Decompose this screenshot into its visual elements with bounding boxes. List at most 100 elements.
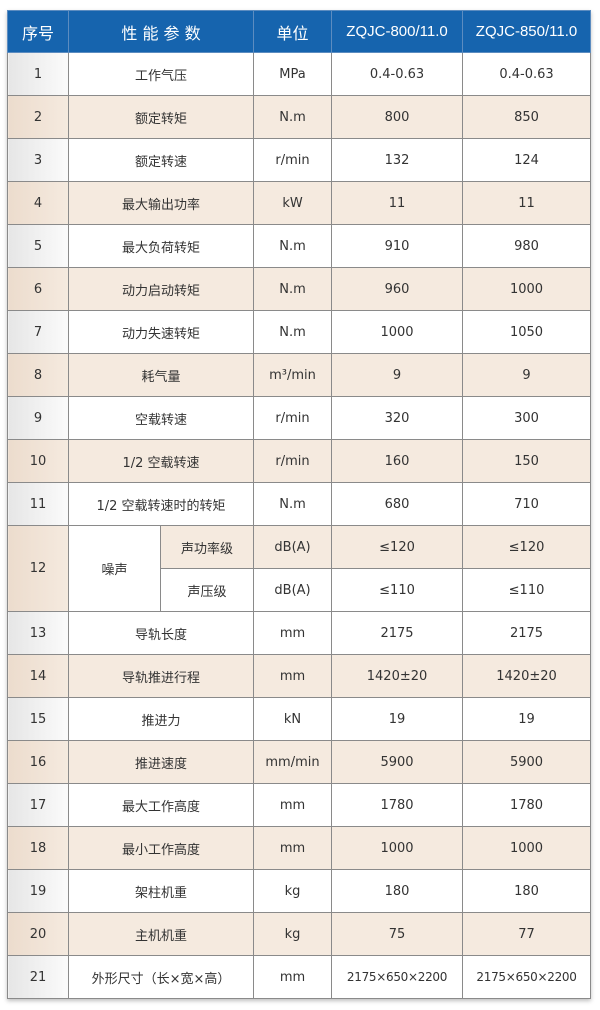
value-850: 1050 [462,310,592,354]
unit-cell: r/min [253,138,333,182]
table-row: 5 最大负荷转矩 N.m 910 980 [7,224,592,268]
table-row: 15 推进力 kN 19 19 [7,697,592,741]
param-name: 最大负荷转矩 [67,224,255,268]
value-850: 9 [462,353,592,397]
param-name: 主机机重 [67,912,255,956]
param-name: 最大输出功率 [67,181,255,225]
value-800: ≤120 [331,525,464,569]
unit-cell: mm/min [253,740,333,784]
table-row: 20 主机机重 kg 75 77 [7,912,592,956]
unit-cell: kg [253,869,333,913]
row-number: 7 [7,310,69,354]
unit-cell: m³/min [253,353,333,397]
row-number: 9 [7,396,69,440]
table-row: 16 推进速度 mm/min 5900 5900 [7,740,592,784]
param-name: 动力启动转矩 [67,267,255,311]
row-number: 20 [7,912,69,956]
table-row: 8 耗气量 m³/min 9 9 [7,353,592,397]
value-850: 77 [462,912,592,956]
table-row: 声压级 dB(A) ≤110 ≤110 [8,568,592,612]
header-row: 序号 性 能 参 数 单位 ZQJC-800/11.0 ZQJC-850/11.… [7,10,592,53]
param-name: 工作气压 [67,52,255,96]
param-name: 额定转速 [67,138,255,182]
row-number: 16 [7,740,69,784]
row-number: 12 [7,525,69,612]
value-800: ≤110 [331,568,464,612]
value-800: 1000 [331,826,464,870]
value-850: 150 [462,439,592,483]
value-850: 850 [462,95,592,139]
table-row: 14 导轨推进行程 mm 1420±20 1420±20 [7,654,592,698]
row-number: 13 [7,611,69,655]
value-850: ≤120 [462,525,592,569]
row-number: 8 [7,353,69,397]
value-850: 2175×650×2200 [462,955,592,999]
unit-cell: N.m [253,482,333,526]
row-number: 18 [7,826,69,870]
value-800: 320 [331,396,464,440]
param-name: 空载转速 [67,396,255,440]
param-name: 最小工作高度 [67,826,255,870]
value-800: 2175×650×2200 [331,955,464,999]
unit-cell: r/min [253,439,333,483]
value-800: 960 [331,267,464,311]
value-850: ≤110 [462,568,592,612]
value-800: 1780 [331,783,464,827]
param-name: 最大工作高度 [67,783,255,827]
value-850: 0.4-0.63 [462,52,592,96]
value-850: 980 [462,224,592,268]
param-name: 推进力 [67,697,255,741]
unit-cell: dB(A) [253,525,333,569]
value-850: 19 [462,697,592,741]
unit-cell: N.m [253,95,333,139]
row-number: 5 [7,224,69,268]
row-number: 11 [7,482,69,526]
unit-cell: mm [253,955,333,999]
unit-cell: kg [253,912,333,956]
header-no: 序号 [7,10,69,53]
row-number: 6 [7,267,69,311]
table-row: 7 动力失速转矩 N.m 1000 1050 [7,310,592,354]
value-800: 0.4-0.63 [331,52,464,96]
row-number: 17 [7,783,69,827]
header-param: 性 能 参 数 [67,10,255,53]
row-number: 10 [7,439,69,483]
param-name: 动力失速转矩 [67,310,255,354]
row-number: 19 [7,869,69,913]
param-name: 耗气量 [67,353,255,397]
unit-cell: mm [253,783,333,827]
value-800: 19 [331,697,464,741]
table-row: 19 架柱机重 kg 180 180 [7,869,592,913]
row-number: 21 [7,955,69,999]
table-row: 1 工作气压 MPa 0.4-0.63 0.4-0.63 [7,52,592,96]
sub-param-name: 声压级 [159,568,255,612]
value-800: 5900 [331,740,464,784]
table-row: 6 动力启动转矩 N.m 960 1000 [7,267,592,311]
value-850: 180 [462,869,592,913]
unit-cell: N.m [253,224,333,268]
value-850: 2175 [462,611,592,655]
header-model-800: ZQJC-800/11.0 [331,10,464,53]
param-name: 外形尺寸（长×宽×高） [67,955,255,999]
unit-cell: N.m [253,310,333,354]
param-name: 推进速度 [67,740,255,784]
row-number: 1 [7,52,69,96]
row-number: 15 [7,697,69,741]
unit-cell: mm [253,611,333,655]
unit-cell: N.m [253,267,333,311]
param-name: 架柱机重 [67,869,255,913]
table-row: 21 外形尺寸（长×宽×高） mm 2175×650×2200 2175×650×220… [7,955,592,999]
param-name: 噪声 [68,525,161,612]
value-800: 132 [331,138,464,182]
unit-cell: mm [253,654,333,698]
value-800: 180 [331,869,464,913]
table-row: 3 额定转速 r/min 132 124 [7,138,592,182]
param-name: 导轨长度 [67,611,255,655]
value-800: 160 [331,439,464,483]
unit-cell: r/min [253,396,333,440]
table-row: 2 额定转矩 N.m 800 850 [7,95,592,139]
sub-param-name: 声功率级 [159,525,255,569]
value-850: 1780 [462,783,592,827]
unit-cell: mm [253,826,333,870]
param-name: 导轨推进行程 [67,654,255,698]
